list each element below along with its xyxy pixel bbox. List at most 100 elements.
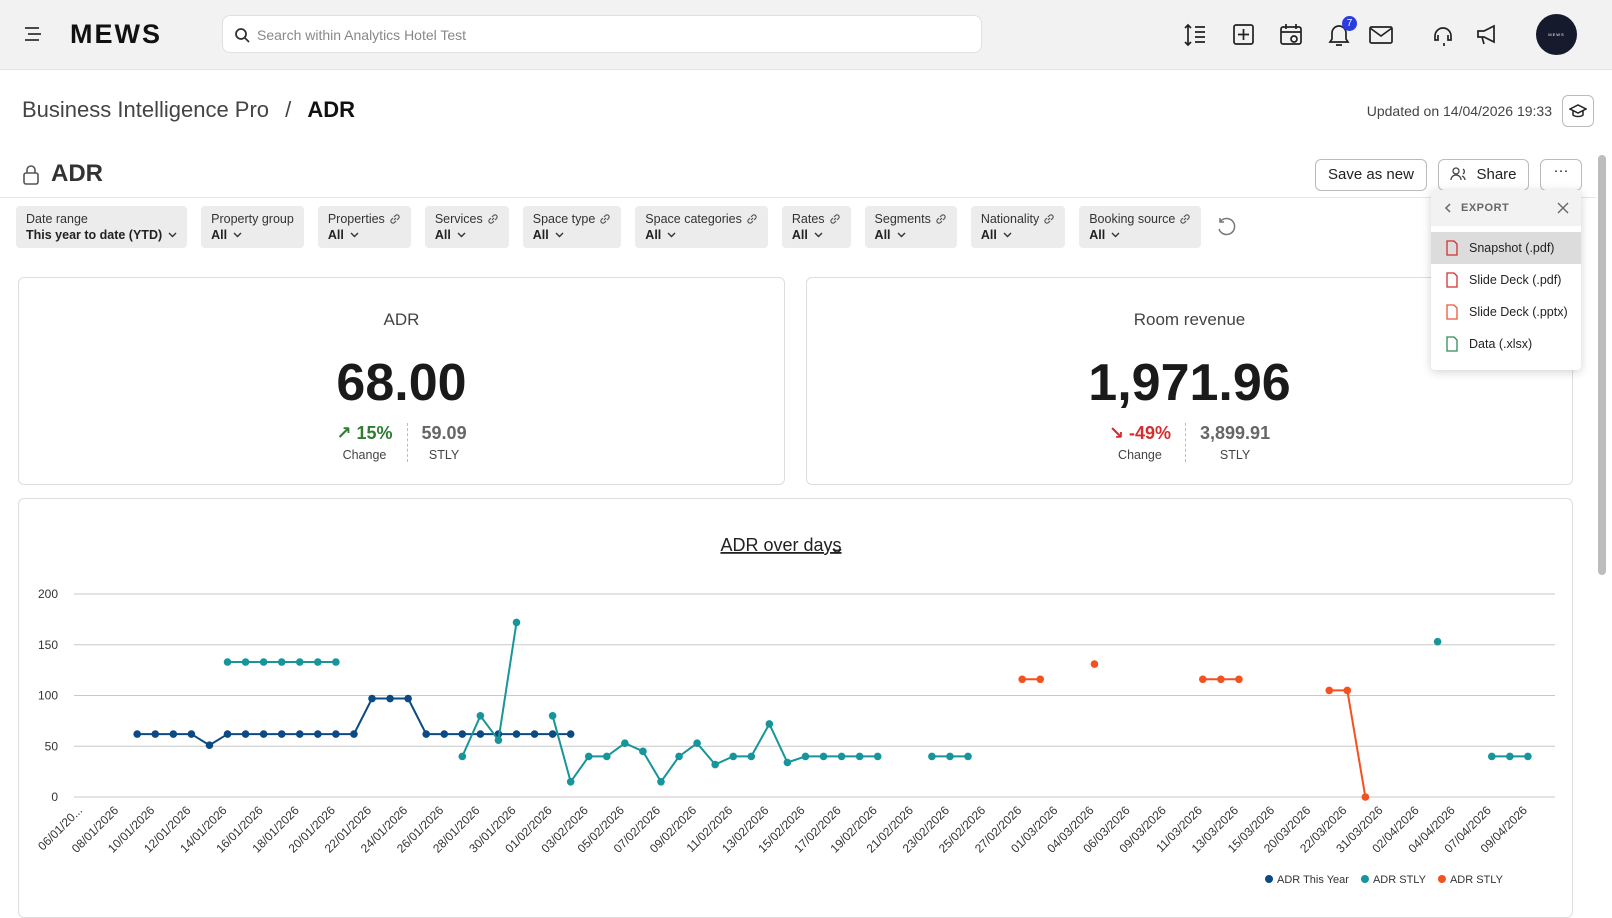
export-item[interactable]: Slide Deck (.pdf)	[1431, 264, 1581, 296]
chart-card: ADR over days 0 50 100 150 200 06/01/20... 08/…	[18, 498, 1573, 918]
updated-text: Updated on 14/04/2026 19:33	[1366, 103, 1552, 119]
link-icon	[747, 214, 757, 224]
filter[interactable]: Property group All	[201, 206, 304, 248]
data-point	[801, 752, 810, 761]
legend-label: ADR STLY	[1450, 874, 1504, 886]
chevron	[233, 232, 242, 238]
series-line	[137, 697, 571, 747]
kpi-stly-value: 3,899.91	[1200, 423, 1271, 443]
save-as-new-button[interactable]: Save as new	[1315, 159, 1427, 191]
data-point	[548, 712, 557, 720]
data-point	[223, 658, 232, 666]
report-title: ADR	[51, 160, 103, 187]
data-point	[1217, 675, 1225, 684]
logo[interactable]: MEWS	[70, 19, 162, 49]
chart-title[interactable]: ADR over days	[720, 535, 841, 555]
data-point	[494, 736, 503, 744]
kpi-change-label: Change	[1118, 448, 1162, 462]
data-point	[855, 752, 864, 761]
data-point	[1361, 793, 1370, 801]
data-point	[530, 730, 539, 738]
chevron-icon	[897, 232, 906, 238]
export-item[interactable]: Slide Deck (.pptx)	[1431, 296, 1581, 328]
notification-badge[interactable]: 7	[1342, 16, 1357, 31]
close-icon[interactable]	[1557, 202, 1569, 214]
filter[interactable]: Space type All	[522, 206, 622, 248]
back-icon[interactable]	[1443, 202, 1453, 214]
data-point	[241, 730, 250, 738]
filter[interactable]: Nationality All	[970, 206, 1066, 248]
filter[interactable]: Services All	[424, 206, 509, 248]
filter[interactable]: Space categories All	[635, 206, 768, 248]
breadcrumb: Business Intelligence Pro / ADR	[22, 97, 355, 123]
data-point	[928, 752, 936, 761]
chevron	[168, 232, 177, 238]
data-point	[259, 658, 268, 666]
data-point	[295, 730, 304, 738]
kpi-change: ↗ 15% Change	[322, 423, 408, 462]
data-point	[946, 752, 954, 761]
data-point	[819, 752, 828, 761]
data-point	[332, 658, 340, 666]
link-icon	[829, 214, 840, 224]
data-point	[1199, 675, 1207, 684]
kpi-details: ↘ -49% Change 3,899.91 STLY	[807, 423, 1572, 462]
data-point	[350, 730, 358, 738]
share-button[interactable]: Share	[1438, 159, 1529, 191]
chart-title-chevron[interactable]	[832, 548, 842, 555]
trend-arrow: ↗	[336, 423, 357, 443]
data-point	[1487, 752, 1496, 761]
chevron-icon	[667, 232, 676, 238]
academy-button[interactable]	[1562, 95, 1594, 127]
export-title: EXPORT	[1461, 202, 1510, 214]
filter-label-row: Property group	[211, 212, 294, 226]
filter[interactable]: Segments All	[864, 206, 957, 248]
link-glyph	[1044, 214, 1054, 224]
chevron-icon	[457, 232, 466, 238]
chevron	[667, 232, 676, 238]
data-point	[440, 730, 449, 738]
help-icons[interactable]	[1430, 22, 1510, 48]
search-box[interactable]: Search within Analytics Hotel Test	[222, 15, 982, 53]
user-avatar[interactable]: MEWS	[1536, 14, 1577, 55]
breadcrumb-separator: /	[285, 97, 292, 122]
file-glyph	[1446, 304, 1458, 320]
scrollbar[interactable]	[1598, 155, 1606, 575]
chevron-icon	[555, 232, 564, 238]
filter-value-row: All	[435, 228, 499, 242]
link-glyph	[600, 214, 610, 224]
export-item-label: Slide Deck (.pdf)	[1469, 273, 1562, 287]
data-point	[873, 752, 882, 761]
filter[interactable]: Properties All	[317, 206, 411, 248]
more-button[interactable]: ···	[1540, 159, 1582, 191]
menu-icon[interactable]	[24, 25, 42, 43]
filter-value: This year to date (YTD)	[26, 228, 163, 242]
data-point	[151, 730, 160, 738]
filter[interactable]: Date range This year to date (YTD)	[16, 206, 188, 248]
data-point	[1325, 686, 1334, 695]
kpi-value: 68.00	[336, 354, 467, 412]
data-point	[729, 752, 738, 761]
export-menu: EXPORT Snapshot (.pdf) Slide Deck (.pdf) S…	[1431, 190, 1581, 370]
file-glyph	[1446, 240, 1458, 256]
kpi-stly-label: STLY	[1219, 448, 1251, 462]
chevron	[814, 232, 823, 238]
data-point	[314, 730, 322, 738]
data-point	[259, 730, 268, 738]
link-glyph	[747, 214, 757, 224]
toolbar-icons[interactable]	[1184, 22, 1414, 48]
file-glyph	[1446, 272, 1458, 288]
reset-icon[interactable]	[1215, 216, 1237, 238]
filter[interactable]: Rates All	[781, 206, 851, 248]
filter[interactable]: Booking source All	[1079, 206, 1202, 248]
share-icon	[1450, 167, 1467, 181]
filter-label-row: Space type	[533, 212, 612, 226]
export-item[interactable]: Data (.xlsx)	[1431, 328, 1581, 360]
chevron-icon	[168, 232, 177, 238]
y-tick-label: 150	[38, 638, 58, 652]
data-point	[765, 720, 774, 728]
breadcrumb-parent[interactable]: Business Intelligence Pro	[22, 97, 270, 122]
share-label: Share	[1476, 166, 1517, 183]
search-icon	[235, 28, 250, 43]
export-item[interactable]: Snapshot (.pdf)	[1431, 232, 1581, 264]
